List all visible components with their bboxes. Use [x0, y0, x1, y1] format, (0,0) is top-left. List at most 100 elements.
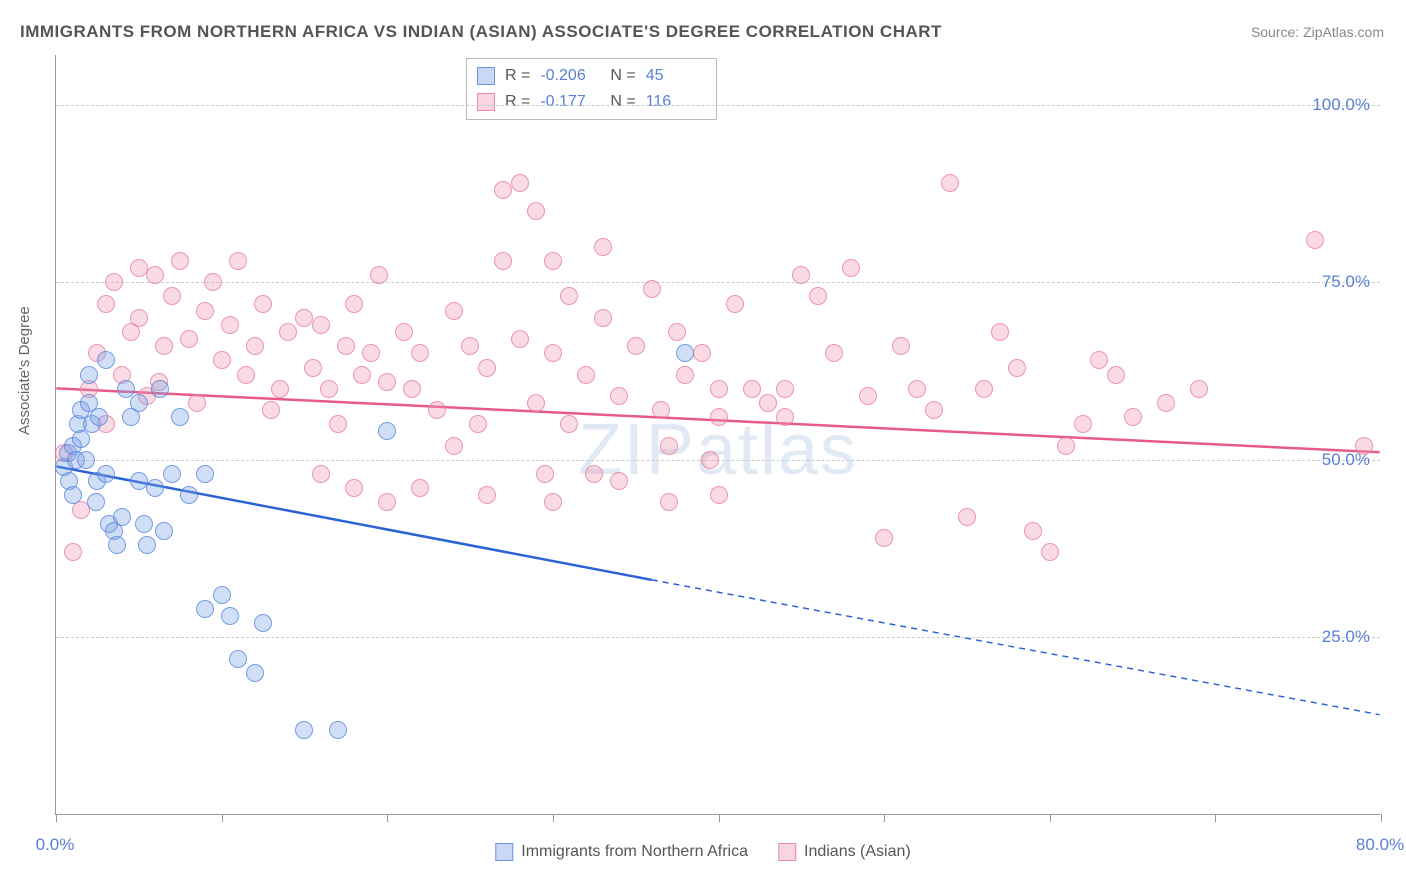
data-point: [726, 295, 744, 313]
data-point: [138, 536, 156, 554]
data-point: [196, 465, 214, 483]
data-point: [428, 401, 446, 419]
data-point: [229, 650, 247, 668]
data-point: [105, 273, 123, 291]
data-point: [1041, 543, 1059, 561]
x-tick: [719, 814, 720, 822]
data-point: [411, 479, 429, 497]
legend-item-blue: Immigrants from Northern Africa: [495, 843, 748, 861]
trend-lines: [56, 55, 1380, 814]
data-point: [461, 337, 479, 355]
data-point: [494, 252, 512, 270]
data-point: [378, 493, 396, 511]
data-point: [701, 451, 719, 469]
data-point: [527, 394, 545, 412]
data-point: [130, 259, 148, 277]
gridline: [56, 105, 1380, 106]
data-point: [585, 465, 603, 483]
data-point: [378, 422, 396, 440]
data-point: [97, 295, 115, 313]
data-point: [108, 536, 126, 554]
data-point: [221, 316, 239, 334]
data-point: [97, 351, 115, 369]
data-point: [776, 408, 794, 426]
legend-label-blue: Immigrants from Northern Africa: [521, 843, 748, 861]
data-point: [117, 380, 135, 398]
data-point: [875, 529, 893, 547]
swatch-blue: [477, 67, 495, 85]
data-point: [312, 465, 330, 483]
x-tick: [553, 814, 554, 822]
data-point: [337, 337, 355, 355]
x-tick: [1050, 814, 1051, 822]
data-point: [511, 174, 529, 192]
data-point: [825, 344, 843, 362]
gridline: [56, 637, 1380, 638]
data-point: [171, 408, 189, 426]
data-point: [135, 515, 153, 533]
data-point: [511, 330, 529, 348]
data-point: [87, 493, 105, 511]
data-point: [958, 508, 976, 526]
data-point: [378, 373, 396, 391]
data-point: [237, 366, 255, 384]
data-point: [859, 387, 877, 405]
chart-title: IMMIGRANTS FROM NORTHERN AFRICA VS INDIA…: [20, 22, 942, 42]
data-point: [329, 415, 347, 433]
data-point: [941, 174, 959, 192]
n-value-blue: 45: [646, 67, 706, 85]
x-tick: [222, 814, 223, 822]
data-point: [469, 415, 487, 433]
data-point: [246, 337, 264, 355]
data-point: [320, 380, 338, 398]
data-point: [544, 344, 562, 362]
swatch-pink: [477, 93, 495, 111]
data-point: [180, 486, 198, 504]
data-point: [660, 493, 678, 511]
data-point: [610, 387, 628, 405]
correlation-stats-box: R =-0.206 N =45 R =-0.177 N =116: [466, 58, 717, 120]
data-point: [345, 479, 363, 497]
data-point: [544, 252, 562, 270]
source-attribution: Source: ZipAtlas.com: [1251, 24, 1384, 40]
data-point: [610, 472, 628, 490]
y-tick-label: 75.0%: [1322, 272, 1370, 292]
y-axis-label: Associate's Degree: [16, 306, 33, 435]
x-tick: [1215, 814, 1216, 822]
data-point: [759, 394, 777, 412]
stats-row-blue: R =-0.206 N =45: [477, 63, 706, 89]
data-point: [279, 323, 297, 341]
data-point: [77, 451, 95, 469]
data-point: [1024, 522, 1042, 540]
data-point: [577, 366, 595, 384]
data-point: [329, 721, 347, 739]
data-point: [445, 437, 463, 455]
data-point: [710, 408, 728, 426]
data-point: [163, 465, 181, 483]
data-point: [842, 259, 860, 277]
data-point: [155, 522, 173, 540]
data-point: [494, 181, 512, 199]
data-point: [792, 266, 810, 284]
bottom-legend: Immigrants from Northern Africa Indians …: [495, 843, 910, 861]
data-point: [196, 302, 214, 320]
data-point: [151, 380, 169, 398]
data-point: [776, 380, 794, 398]
data-point: [295, 721, 313, 739]
legend-label-pink: Indians (Asian): [804, 843, 911, 861]
data-point: [527, 202, 545, 220]
gridline: [56, 282, 1380, 283]
data-point: [403, 380, 421, 398]
legend-swatch-pink: [778, 843, 796, 861]
data-point: [544, 493, 562, 511]
data-point: [271, 380, 289, 398]
data-point: [130, 309, 148, 327]
data-point: [90, 408, 108, 426]
data-point: [1057, 437, 1075, 455]
data-point: [171, 252, 189, 270]
r-value-pink: -0.177: [540, 93, 600, 111]
data-point: [130, 472, 148, 490]
data-point: [908, 380, 926, 398]
data-point: [213, 586, 231, 604]
n-value-pink: 116: [646, 93, 706, 111]
